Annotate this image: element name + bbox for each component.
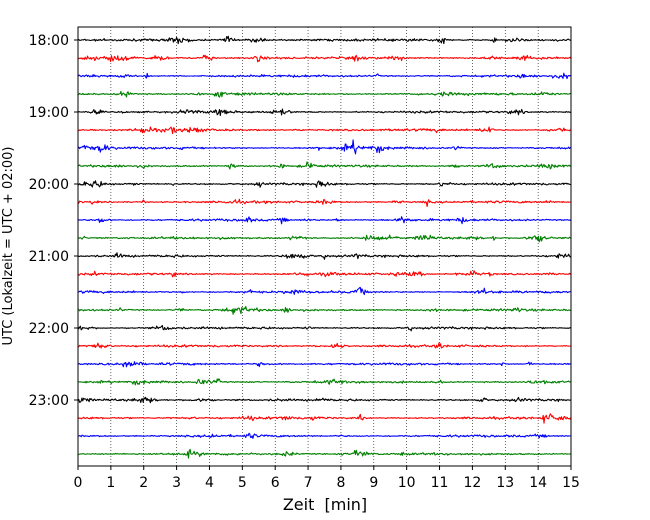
- seismic-trace: [77, 54, 572, 63]
- y-tick-label: 22:00: [29, 321, 69, 337]
- seismic-trace: [77, 432, 572, 439]
- x-tick-label: 4: [205, 475, 214, 491]
- x-axis-label: Zeit [min]: [283, 495, 367, 514]
- seismic-trace: [77, 216, 572, 225]
- seismic-trace: [77, 180, 572, 188]
- seismic-trace: [77, 305, 572, 315]
- seismic-trace: [77, 378, 572, 386]
- x-tick-label: 10: [398, 475, 416, 491]
- x-tick-label: 13: [496, 475, 514, 491]
- seismic-trace: [77, 286, 572, 296]
- x-axis: 0 1 2 3 4 5 6 7 8 9 10 11 12 13 14 15: [74, 466, 580, 491]
- seismic-trace: [77, 139, 572, 155]
- x-tick-label: 12: [463, 475, 481, 491]
- x-tick-label: 11: [431, 475, 449, 491]
- x-tick-label: 14: [529, 475, 547, 491]
- seismic-trace: [77, 161, 572, 170]
- x-tick-label: 8: [336, 475, 345, 491]
- x-tick-label: 6: [271, 475, 280, 491]
- plot-frame: [77, 26, 572, 467]
- seismic-trace: [77, 72, 572, 80]
- x-tick-label: 5: [238, 475, 247, 491]
- seismic-trace: [77, 108, 572, 117]
- x-tick-label: 9: [369, 475, 378, 491]
- x-tick-label: 7: [304, 475, 313, 491]
- y-tick-label: 21:00: [29, 249, 69, 265]
- seismic-trace: [77, 413, 572, 424]
- y-tick-label: 20:00: [29, 177, 69, 193]
- y-tick-label: 23:00: [29, 393, 69, 409]
- x-tick-label: 0: [74, 475, 83, 491]
- seismic-trace: [77, 252, 572, 260]
- seismic-trace: [77, 270, 572, 278]
- seismic-trace: [77, 342, 572, 349]
- trace-layer: [77, 35, 572, 459]
- y-tick-label: 19:00: [29, 105, 69, 121]
- grid-lines: [110, 27, 539, 466]
- seismic-trace: [77, 90, 572, 98]
- seismic-trace: [77, 361, 572, 368]
- y-axis-label: UTC (Lokalzeit = UTC + 02:00): [1, 147, 16, 346]
- seismic-trace: [77, 126, 572, 135]
- y-axis: 18:00 19:00 20:00 21:00 22:00 23:00: [29, 33, 78, 409]
- seismic-trace: [77, 448, 572, 459]
- seismic-trace: [77, 35, 572, 45]
- seismic-trace: [77, 198, 572, 208]
- seismic-trace: [77, 324, 572, 332]
- seismic-trace: [77, 396, 572, 404]
- y-tick-label: 18:00: [29, 33, 69, 49]
- x-tick-label: 3: [172, 475, 181, 491]
- x-tick-label: 2: [139, 475, 148, 491]
- seismic-trace: [77, 234, 572, 243]
- x-tick-label: 15: [562, 475, 580, 491]
- x-tick-label: 1: [106, 475, 115, 491]
